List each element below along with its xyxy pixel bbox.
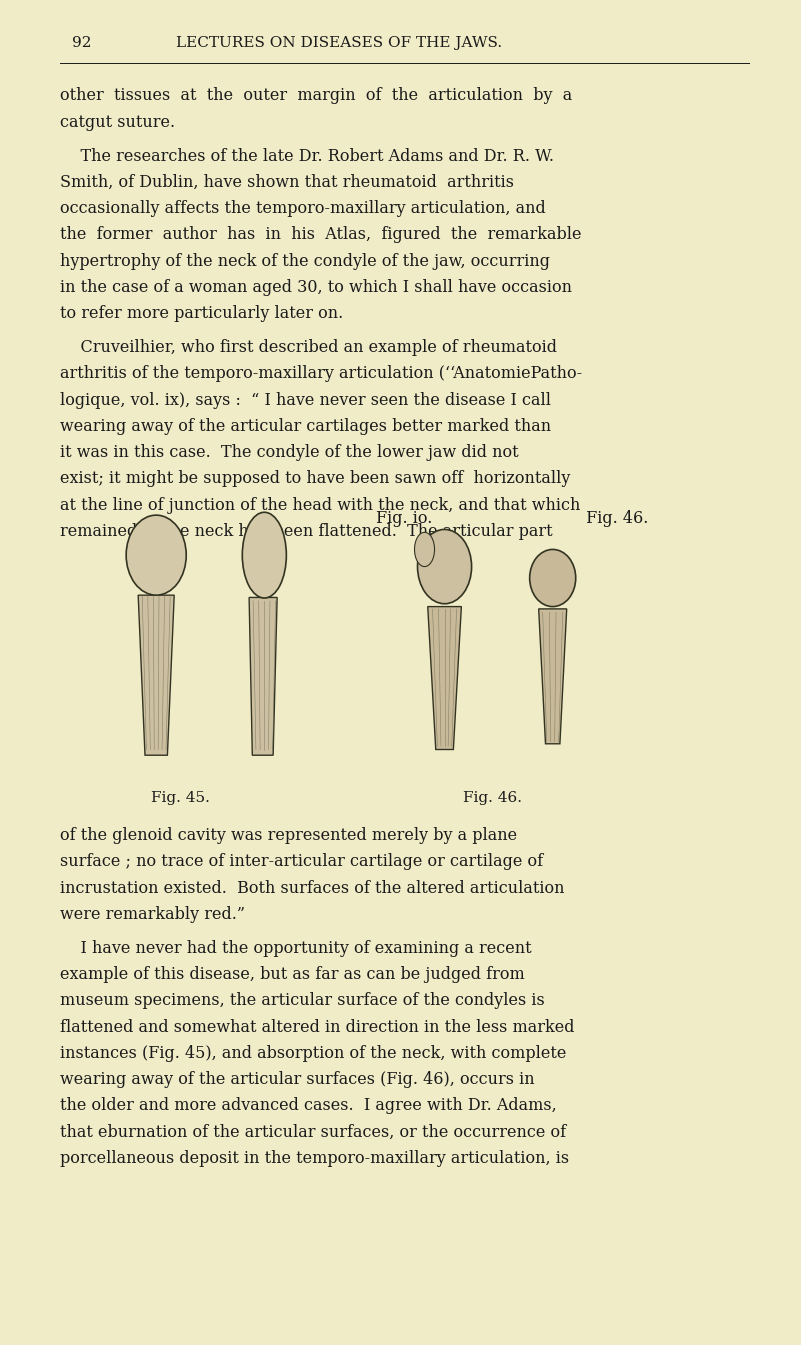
Text: remained of the neck had been flattened.  The articular part: remained of the neck had been flattened.… <box>60 523 553 539</box>
Text: example of this disease, but as far as can be judged from: example of this disease, but as far as c… <box>60 966 525 983</box>
Text: in the case of a woman aged 30, to which I shall have occasion: in the case of a woman aged 30, to which… <box>60 278 572 296</box>
Text: to refer more particularly later on.: to refer more particularly later on. <box>60 305 344 321</box>
Text: 92: 92 <box>72 36 91 50</box>
Polygon shape <box>428 607 461 749</box>
Text: The researches of the late Dr. Robert Adams and Dr. R. W.: The researches of the late Dr. Robert Ad… <box>60 148 554 164</box>
Text: at the line of junction of the head with the neck, and that which: at the line of junction of the head with… <box>60 496 581 514</box>
Text: of the glenoid cavity was represented merely by a plane: of the glenoid cavity was represented me… <box>60 827 517 845</box>
Text: porcellaneous deposit in the temporo-maxillary articulation, is: porcellaneous deposit in the temporo-max… <box>60 1150 570 1166</box>
Text: incrustation existed.  Both surfaces of the altered articulation: incrustation existed. Both surfaces of t… <box>60 880 565 897</box>
Text: wearing away of the articular cartilages better marked than: wearing away of the articular cartilages… <box>60 418 551 434</box>
Text: LECTURES ON DISEASES OF THE JAWS.: LECTURES ON DISEASES OF THE JAWS. <box>176 36 502 50</box>
Text: logique, vol. ix), says :  “ I have never seen the disease I call: logique, vol. ix), says : “ I have never… <box>60 391 551 409</box>
Text: were remarkably red.”: were remarkably red.” <box>60 907 245 923</box>
Text: other  tissues  at  the  outer  margin  of  the  articulation  by  a: other tissues at the outer margin of the… <box>60 87 573 105</box>
Text: wearing away of the articular surfaces (Fig. 46), occurs in: wearing away of the articular surfaces (… <box>60 1071 535 1088</box>
Ellipse shape <box>415 533 434 566</box>
Text: occasionally affects the temporo-maxillary articulation, and: occasionally affects the temporo-maxilla… <box>60 200 545 217</box>
Ellipse shape <box>242 512 286 599</box>
Text: that eburnation of the articular surfaces, or the occurrence of: that eburnation of the articular surface… <box>60 1123 566 1141</box>
Text: catgut suture.: catgut suture. <box>60 113 175 130</box>
Text: instances (Fig. 45), and absorption of the neck, with complete: instances (Fig. 45), and absorption of t… <box>60 1045 566 1061</box>
Text: museum specimens, the articular surface of the condyles is: museum specimens, the articular surface … <box>60 993 545 1009</box>
Text: flattened and somewhat altered in direction in the less marked: flattened and somewhat altered in direct… <box>60 1018 574 1036</box>
Ellipse shape <box>417 530 472 604</box>
Text: arthritis of the temporo-maxillary articulation (‘‘AnatomiePatho-: arthritis of the temporo-maxillary artic… <box>60 366 582 382</box>
Text: Fig. 46.: Fig. 46. <box>463 791 522 804</box>
Ellipse shape <box>126 515 186 594</box>
Text: the  former  author  has  in  his  Atlas,  figured  the  remarkable: the former author has in his Atlas, figu… <box>60 226 582 243</box>
Text: hypertrophy of the neck of the condyle of the jaw, occurring: hypertrophy of the neck of the condyle o… <box>60 253 550 269</box>
Text: surface ; no trace of inter-articular cartilage or cartilage of: surface ; no trace of inter-articular ca… <box>60 854 543 870</box>
Polygon shape <box>139 594 175 756</box>
Polygon shape <box>538 609 567 744</box>
Text: Cruveilhier, who first described an example of rheumatoid: Cruveilhier, who first described an exam… <box>60 339 557 356</box>
Bar <box>60 554 749 863</box>
Text: I have never had the opportunity of examining a recent: I have never had the opportunity of exam… <box>60 940 532 956</box>
Text: Fig. 45.: Fig. 45. <box>151 791 210 804</box>
Text: Fig. io.                              Fig. 46.: Fig. io. Fig. 46. <box>376 510 649 527</box>
Text: Smith, of Dublin, have shown that rheumatoid  arthritis: Smith, of Dublin, have shown that rheuma… <box>60 174 514 191</box>
Ellipse shape <box>529 549 576 607</box>
Text: it was in this case.  The condyle of the lower jaw did not: it was in this case. The condyle of the … <box>60 444 519 461</box>
Text: the older and more advanced cases.  I agree with Dr. Adams,: the older and more advanced cases. I agr… <box>60 1098 557 1114</box>
Polygon shape <box>249 597 277 756</box>
Text: exist; it might be supposed to have been sawn off  horizontally: exist; it might be supposed to have been… <box>60 471 570 487</box>
